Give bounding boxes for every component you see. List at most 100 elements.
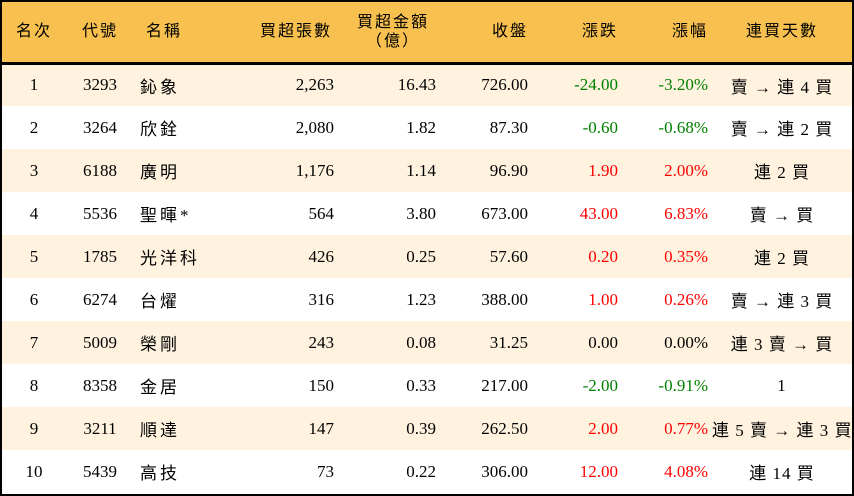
table-row[interactable]: 10 5439 高技 73 0.22 306.00 12.00 4.08% 連 … (2, 450, 852, 493)
cell-net-buy-amount: 16.43 (397, 75, 436, 95)
cell-name[interactable]: 鈊象 (140, 77, 180, 97)
cell-change: 43.00 (579, 203, 618, 223)
cell-net-buy-lots: 150 (308, 375, 335, 395)
cell-change-pct: 0.35% (664, 246, 708, 266)
cell-net-buy-amount: 1.82 (406, 117, 436, 137)
header-name[interactable]: 名稱 (134, 2, 226, 65)
cell-code[interactable]: 6188 (83, 160, 117, 180)
table-row[interactable]: 5 1785 光洋科 426 0.25 57.60 0.20 0.35% 連 2… (2, 235, 852, 278)
cell-change: 1.00 (588, 289, 618, 309)
header-net-buy-amount-line1: 買超金額 (356, 13, 429, 31)
cell-close: 87.30 (489, 117, 528, 137)
cell-rank: 1 (29, 75, 39, 95)
cell-change: 0.20 (588, 246, 618, 266)
table-row[interactable]: 9 3211 順達 147 0.39 262.50 2.00 0.77% 連 5… (2, 407, 852, 450)
cell-rank: 4 (29, 203, 39, 223)
cell-close: 57.60 (489, 246, 528, 266)
table-row[interactable]: 2 3264 欣銓 2,080 1.82 87.30 -0.60 -0.68% … (2, 106, 852, 149)
cell-name[interactable]: 金居 (140, 378, 180, 397)
cell-close: 262.50 (481, 418, 528, 438)
cell-change-pct: 2.00% (664, 160, 708, 180)
cell-rank: 2 (29, 117, 39, 137)
cell-change-pct: 0.26% (664, 289, 708, 309)
cell-name[interactable]: 順達 (140, 421, 180, 440)
cell-close: 306.00 (481, 461, 528, 481)
cell-net-buy-lots: 2,080 (295, 117, 334, 137)
header-close[interactable]: 收盤 (440, 2, 532, 65)
cell-name[interactable]: 廣明 (140, 163, 180, 182)
cell-code[interactable]: 3264 (83, 117, 117, 137)
cell-rank: 5 (29, 246, 39, 266)
cell-change-pct: -0.68% (658, 117, 708, 137)
cell-buy-streak: 賣 → 連 3 買 (730, 292, 834, 311)
cell-code[interactable]: 6274 (83, 289, 117, 309)
cell-change-pct: -0.91% (658, 375, 708, 395)
header-code[interactable]: 代號 (66, 2, 134, 65)
cell-buy-streak: 連 2 買 (754, 163, 810, 182)
table-body: 1 3293 鈊象 2,263 16.43 726.00 -24.00 -3.2… (2, 63, 852, 493)
table-row[interactable]: 1 3293 鈊象 2,263 16.43 726.00 -24.00 -3.2… (2, 63, 852, 106)
cell-buy-streak: 賣 → 買 (749, 206, 815, 225)
cell-close: 217.00 (481, 375, 528, 395)
cell-close: 31.25 (489, 332, 528, 352)
cell-code[interactable]: 3293 (83, 75, 117, 95)
cell-net-buy-lots: 243 (308, 332, 335, 352)
cell-change-pct: 0.77% (664, 418, 708, 438)
cell-change: 0.00 (588, 332, 618, 352)
cell-code[interactable]: 5009 (83, 332, 117, 352)
cell-name[interactable]: 光洋科 (140, 249, 200, 268)
cell-name[interactable]: 台燿 (140, 292, 180, 311)
table-row[interactable]: 4 5536 聖暉* 564 3.80 673.00 43.00 6.83% 賣… (2, 192, 852, 235)
cell-code[interactable]: 1785 (83, 246, 117, 266)
table-row[interactable]: 3 6188 廣明 1,176 1.14 96.90 1.90 2.00% 連 … (2, 149, 852, 192)
cell-net-buy-lots: 2,263 (295, 75, 334, 95)
cell-rank: 6 (29, 289, 39, 309)
cell-buy-streak: 連 2 買 (754, 249, 810, 268)
header-net-buy-lots[interactable]: 買超張數 (226, 2, 336, 65)
cell-net-buy-amount: 0.08 (406, 332, 436, 352)
cell-rank: 3 (29, 160, 39, 180)
cell-code[interactable]: 5536 (83, 203, 117, 223)
cell-buy-streak: 賣 → 連 2 買 (730, 120, 834, 139)
cell-change-pct: -3.20% (658, 75, 708, 95)
cell-name[interactable]: 高技 (140, 464, 180, 483)
cell-buy-streak: 連 14 買 (749, 464, 815, 483)
cell-code[interactable]: 3211 (83, 418, 117, 438)
cell-net-buy-amount: 1.23 (406, 289, 436, 309)
cell-name[interactable]: 聖暉* (140, 206, 192, 225)
cell-name[interactable]: 欣銓 (140, 120, 180, 139)
cell-code[interactable]: 8358 (83, 375, 117, 395)
cell-rank: 9 (29, 418, 39, 438)
cell-close: 673.00 (481, 203, 528, 223)
header-rank[interactable]: 名次 (2, 2, 66, 65)
cell-net-buy-lots: 316 (308, 289, 335, 309)
table-row[interactable]: 6 6274 台燿 316 1.23 388.00 1.00 0.26% 賣 →… (2, 278, 852, 321)
header-net-buy-amount-line2: （億） (365, 32, 420, 50)
cell-net-buy-lots: 426 (308, 246, 335, 266)
header-change-pct[interactable]: 漲幅 (622, 2, 712, 65)
cell-net-buy-amount: 3.80 (406, 203, 436, 223)
cell-code[interactable]: 5439 (83, 461, 117, 481)
cell-net-buy-amount: 1.14 (406, 160, 436, 180)
header-buy-streak[interactable]: 連買天數 (712, 2, 852, 65)
cell-change: -2.00 (582, 375, 618, 395)
cell-net-buy-lots: 1,176 (295, 160, 334, 180)
cell-change: -0.60 (582, 117, 618, 137)
cell-net-buy-lots: 147 (308, 418, 335, 438)
table-row[interactable]: 8 8358 金居 150 0.33 217.00 -2.00 -0.91% 1 (2, 364, 852, 407)
cell-change: -24.00 (574, 75, 618, 95)
table-header-row: 名次 代號 名稱 買超張數 買超金額 （億） 收盤 漲跌 漲幅 連買天數 (2, 2, 852, 65)
cell-change: 12.00 (579, 461, 618, 481)
table-row[interactable]: 7 5009 榮剛 243 0.08 31.25 0.00 0.00% 連 3 … (2, 321, 852, 364)
header-net-buy-amount[interactable]: 買超金額 （億） (336, 2, 440, 65)
cell-buy-streak: 連 3 賣 → 買 (730, 335, 834, 354)
header-change[interactable]: 漲跌 (532, 2, 622, 65)
cell-change-pct: 6.83% (664, 203, 708, 223)
cell-name[interactable]: 榮剛 (140, 335, 180, 354)
cell-close: 388.00 (481, 289, 528, 309)
cell-rank: 8 (29, 375, 39, 395)
cell-net-buy-lots: 564 (308, 203, 335, 223)
cell-change: 2.00 (588, 418, 618, 438)
